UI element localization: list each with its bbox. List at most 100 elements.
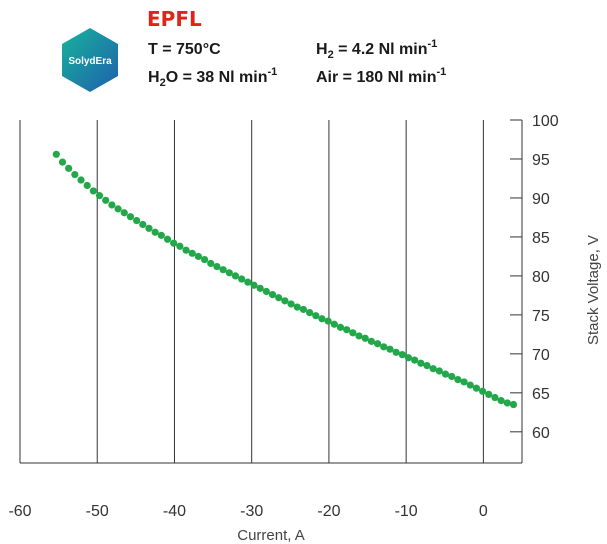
data-point: [361, 334, 369, 342]
data-point: [299, 305, 308, 314]
data-point: [95, 192, 104, 200]
data-point: [386, 345, 394, 353]
data-point: [83, 181, 91, 190]
data-point: [238, 275, 246, 283]
data-point: [145, 224, 153, 232]
data-point: [454, 375, 462, 384]
x-tick-label: -20: [317, 503, 340, 520]
solydera-logo: SolydEra: [62, 28, 118, 92]
data-point: [509, 400, 518, 409]
data-point: [497, 397, 505, 405]
data-point: [349, 329, 357, 337]
data-point: [441, 370, 450, 378]
data-point: [182, 246, 190, 254]
data-point: [102, 196, 110, 204]
data-point: [268, 291, 277, 299]
y-tick-label: 90: [532, 191, 550, 208]
data-point: [472, 384, 481, 392]
data-point: [404, 354, 413, 362]
y-tick-label: 100: [532, 113, 559, 130]
y-tick-label: 80: [532, 269, 550, 286]
y-tick-label: 70: [532, 347, 550, 364]
data-point: [71, 170, 79, 179]
data-point: [139, 220, 147, 229]
data-point: [380, 343, 388, 351]
data-point: [231, 272, 240, 280]
data-point: [275, 294, 283, 302]
data-points: [52, 150, 518, 409]
data-point: [262, 287, 270, 296]
data-point: [312, 312, 320, 320]
data-point: [479, 387, 487, 395]
solydera-logo-text: SolydEra: [68, 56, 112, 67]
data-point: [448, 372, 456, 381]
x-tick-label: -10: [395, 503, 418, 520]
data-point: [318, 315, 326, 323]
data-point: [213, 262, 221, 271]
y-tick-label: 85: [532, 230, 550, 247]
data-point: [157, 231, 165, 239]
data-point: [256, 284, 264, 292]
data-point: [207, 259, 215, 268]
condition-hydrogen: H2 = 4.2 Nl min-1: [316, 38, 437, 61]
x-tick-label: -40: [163, 503, 186, 520]
data-point: [287, 300, 295, 308]
data-point: [108, 201, 116, 209]
data-point: [460, 378, 468, 386]
data-point: [120, 209, 128, 217]
y-ticks: 60 65 70 75 80 85 90 95 100: [510, 113, 559, 442]
y-tick-label: 95: [532, 152, 550, 169]
data-point: [503, 399, 511, 407]
x-axis-title: Current, A: [237, 527, 305, 544]
data-point: [52, 150, 60, 158]
data-point: [324, 317, 332, 325]
y-tick-label: 60: [532, 425, 550, 442]
data-point: [170, 239, 178, 247]
data-point: [392, 348, 400, 356]
data-point: [151, 228, 159, 236]
data-point: [429, 365, 437, 373]
x-tick-label: 0: [479, 503, 488, 520]
data-point: [281, 297, 289, 305]
data-point: [176, 242, 184, 250]
data-point: [330, 320, 338, 328]
data-point: [466, 381, 474, 389]
data-point: [163, 235, 172, 243]
data-point: [58, 158, 67, 166]
data-point: [435, 367, 443, 375]
data-point: [77, 176, 85, 184]
data-point: [200, 255, 209, 264]
data-point: [423, 361, 431, 370]
data-point: [491, 393, 499, 402]
data-point: [293, 303, 301, 311]
data-point: [188, 249, 196, 257]
data-point: [225, 269, 233, 277]
epfl-logo: EPFL: [147, 7, 202, 31]
data-point: [411, 356, 419, 364]
data-point: [417, 359, 425, 367]
condition-air: Air = 180 Nl min-1: [316, 66, 446, 86]
data-point: [367, 337, 375, 345]
data-point: [343, 326, 351, 334]
data-point: [219, 266, 227, 274]
data-point: [485, 390, 493, 398]
data-point: [194, 252, 203, 261]
y-tick-label: 65: [532, 386, 550, 403]
data-point: [250, 281, 258, 289]
condition-temperature: T = 750°C: [148, 41, 221, 58]
x-tick-label: -50: [86, 503, 109, 520]
data-point: [133, 216, 141, 225]
y-axis-title: Stack Voltage, V: [585, 235, 602, 345]
y-tick-label: 75: [532, 308, 550, 325]
x-tick-label: -30: [240, 503, 263, 520]
data-point: [126, 213, 135, 221]
data-point: [114, 205, 122, 213]
data-point: [373, 340, 382, 348]
data-point: [65, 164, 73, 172]
data-point: [336, 323, 345, 331]
data-point: [355, 332, 363, 340]
data-point: [89, 187, 97, 195]
data-point: [244, 278, 252, 286]
x-ticks: -60 -50 -40 -30 -20 -10 0: [8, 120, 488, 520]
